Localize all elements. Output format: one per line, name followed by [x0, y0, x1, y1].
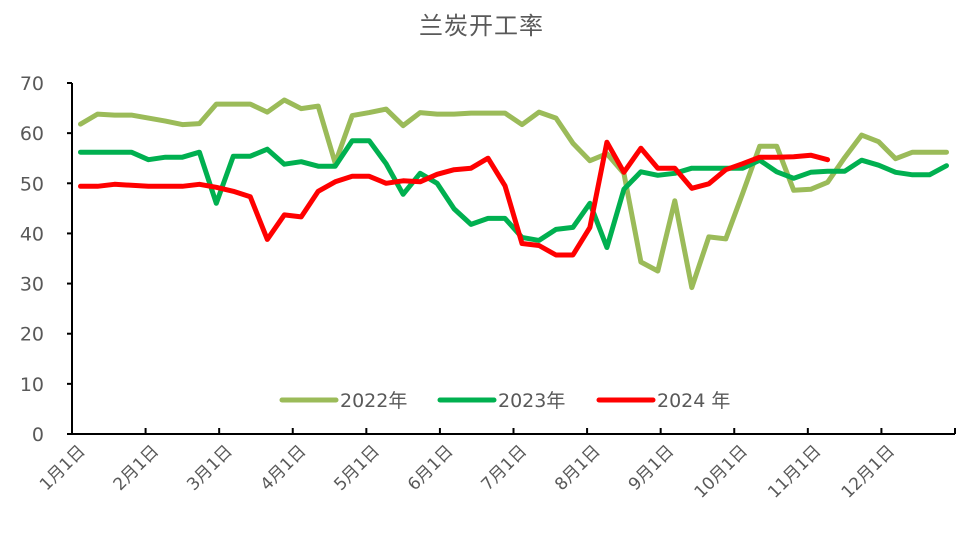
x-tick-label: 7月1日 [478, 441, 531, 494]
y-axis: 0 10 20 30 40 50 60 70 [20, 73, 73, 446]
x-tick-label: 2月1日 [110, 441, 163, 494]
series-line-1 [78, 138, 949, 250]
legend-label: 2022年 [340, 390, 407, 412]
y-tick-label: 40 [20, 223, 44, 245]
legend-item: 2024 年 [596, 390, 730, 412]
series-line-0 [78, 97, 949, 291]
legend-label: 2023年 [498, 390, 565, 412]
x-tick-label: 10月1日 [691, 441, 752, 502]
series-line-2 [78, 139, 831, 258]
y-tick-label: 10 [20, 374, 44, 396]
series-layer [78, 97, 949, 291]
y-tick-label: 20 [20, 324, 44, 346]
x-tick-label: 11月1日 [764, 441, 825, 502]
y-tick-label: 30 [20, 274, 44, 296]
x-axis: 1月1日 2月1日 3月1日 4月1日 5月1日 6月1日 7月1日 8月1日 9月1日 10月1… [36, 428, 956, 503]
x-tick-label: 3月1日 [183, 441, 236, 494]
x-tick-label: 12月1日 [838, 441, 899, 502]
legend: 2022年 2023年 2024 年 [279, 390, 730, 412]
legend-label: 2024 年 [657, 390, 730, 412]
x-tick-label: 4月1日 [257, 441, 310, 494]
x-tick-label: 5月1日 [330, 441, 383, 494]
y-tick-label: 70 [20, 73, 44, 95]
x-tick-label: 6月1日 [404, 441, 457, 494]
x-tick-label: 8月1日 [551, 441, 604, 494]
legend-item: 2022年 [279, 390, 407, 412]
x-tick-label: 1月1日 [36, 441, 89, 494]
chart-title: 兰炭开工率 [419, 12, 544, 40]
legend-item: 2023年 [437, 390, 565, 412]
y-tick-label: 50 [20, 173, 44, 195]
y-tick-label: 60 [20, 123, 44, 145]
x-tick-label: 9月1日 [625, 441, 678, 494]
y-tick-label: 0 [32, 424, 44, 446]
